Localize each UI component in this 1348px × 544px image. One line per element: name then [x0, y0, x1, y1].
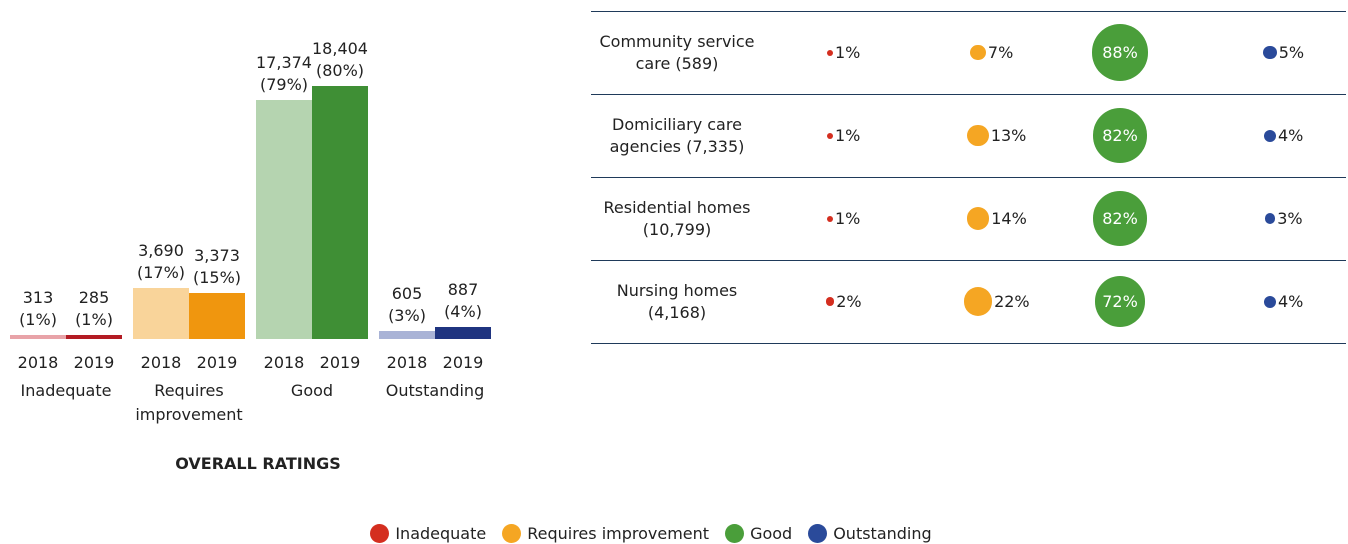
value-label: 313 (1%) [19, 287, 57, 329]
value-label: 82% [1102, 208, 1138, 228]
value-label: 82% [1102, 125, 1138, 145]
bubble [827, 215, 833, 222]
bar [10, 334, 66, 339]
legend-item: Good [725, 524, 792, 543]
chart-title: OVERALL RATINGS [175, 454, 341, 473]
value-label: 22% [994, 291, 1030, 311]
value-label: 18,404 (80%) [312, 38, 368, 80]
legend-item: Requires improvement [502, 524, 709, 543]
category-label: Requires improvement [135, 381, 243, 424]
legend-label: Inadequate [395, 524, 487, 543]
bubble [967, 124, 989, 147]
year-label: 2019 [196, 353, 238, 372]
year-label: 2018 [386, 353, 428, 372]
value-label: 7% [987, 42, 1014, 62]
value-label: 2% [836, 291, 862, 311]
bubble [1094, 276, 1146, 327]
bar [379, 330, 435, 339]
legend-item: Inadequate [370, 524, 486, 543]
row-label: Domiciliary care agencies (7,335) [609, 114, 745, 156]
value-label: 285 (1%) [75, 288, 113, 330]
year-label: 2019 [319, 353, 361, 372]
value-label: 13% [990, 125, 1027, 145]
bar [133, 288, 189, 339]
value-label: 4% [1278, 291, 1304, 311]
legend-swatch [725, 524, 745, 543]
value-label: 3,690 (17%) [136, 241, 186, 283]
value-label: 605 (3%) [388, 283, 426, 325]
bubble [1264, 129, 1276, 142]
year-label: 2018 [263, 353, 305, 372]
value-label: 3% [1277, 208, 1303, 228]
row-line [591, 177, 1346, 178]
bar [66, 335, 122, 339]
bubble [1264, 213, 1276, 224]
bar [256, 100, 312, 339]
legend-label: Good [750, 524, 793, 543]
bubble [1092, 191, 1148, 246]
value-label: 1% [835, 125, 861, 145]
value-label: 5% [1278, 42, 1305, 62]
bubble [1264, 295, 1276, 308]
year-label: 2019 [442, 353, 484, 372]
year-label: 2019 [73, 353, 115, 372]
value-label: 4% [1278, 125, 1304, 145]
bubble [966, 207, 990, 230]
row-label: Community service care (589) [599, 31, 755, 73]
value-label: 1% [835, 208, 861, 228]
value-label: 3,373 (15%) [192, 245, 242, 287]
year-label: 2018 [140, 353, 182, 372]
row-label: Residential homes (10,799) [603, 197, 751, 239]
legend-swatch [808, 524, 828, 543]
category-label: Outstanding [385, 381, 485, 400]
legend-item: Outstanding [808, 524, 932, 543]
bar [312, 85, 368, 339]
bubble [1092, 108, 1148, 163]
category-label: Good [290, 381, 334, 400]
bubble [827, 132, 833, 139]
legend-swatch [370, 524, 390, 543]
bubble [970, 44, 986, 61]
year-label: 2018 [17, 353, 59, 372]
category-label: Inadequate [20, 381, 112, 400]
bubble [1091, 24, 1149, 81]
legend: Inadequate Requires improvement Good Outsta… [0, 524, 1302, 543]
bubble [827, 49, 833, 56]
row-line [591, 343, 1346, 344]
bubble [1263, 45, 1277, 60]
bubble [963, 287, 993, 316]
legend-label: Requires improvement [527, 524, 710, 543]
bubble [825, 297, 835, 306]
value-label: 17,374 (79%) [256, 53, 312, 95]
legend-label: Outstanding [833, 524, 932, 543]
value-label: 887 (4%) [444, 279, 482, 321]
row-label: Nursing homes (4,168) [616, 280, 738, 322]
row-line [591, 11, 1346, 12]
value-label: 1% [835, 42, 861, 62]
value-label: 88% [1102, 42, 1138, 62]
legend-swatch [502, 524, 522, 543]
value-label: 72% [1102, 291, 1138, 311]
value-label: 14% [991, 208, 1027, 228]
bar [435, 326, 491, 339]
row-line [591, 260, 1346, 261]
row-line [591, 94, 1346, 95]
bar [189, 292, 245, 339]
